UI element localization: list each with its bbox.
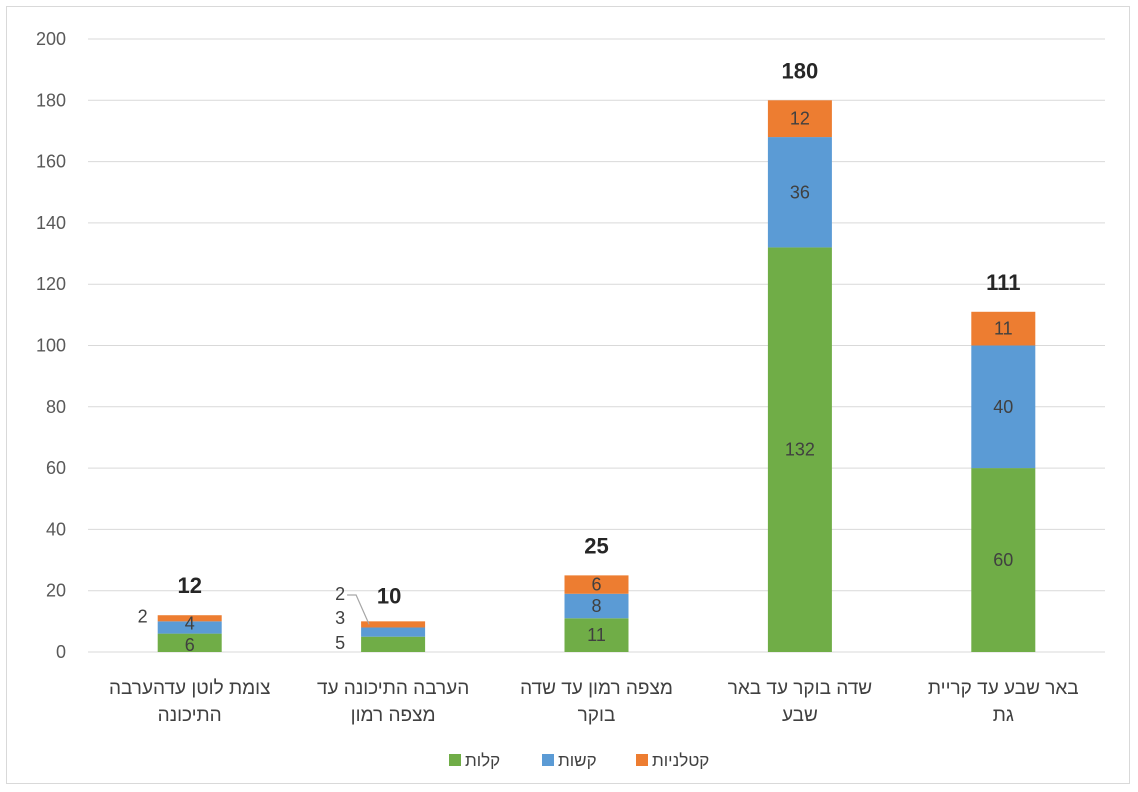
total-label: 12 [177, 573, 201, 598]
data-label: 11 [994, 319, 1013, 339]
x-category-label: שבע [782, 705, 818, 726]
y-tick-label: 60 [46, 458, 66, 478]
bar-segment [157, 615, 222, 622]
total-label: 10 [377, 583, 401, 608]
bar-segment [157, 633, 222, 652]
y-tick-label: 100 [36, 336, 66, 356]
y-tick-label: 200 [36, 29, 66, 49]
data-label: 4 [185, 613, 195, 633]
bar-segment [564, 618, 629, 652]
data-label: 132 [785, 440, 815, 460]
y-tick-label: 20 [46, 581, 66, 601]
legend-swatch [636, 754, 648, 766]
data-label: 40 [993, 397, 1013, 417]
total-label: 180 [782, 58, 819, 83]
y-tick-label: 160 [36, 152, 66, 172]
data-label: 8 [591, 596, 601, 616]
bar-segment [361, 621, 426, 628]
data-label: 2 [335, 584, 345, 604]
bar-segment [361, 636, 426, 652]
y-tick-label: 40 [46, 519, 66, 539]
bar-segment [767, 247, 832, 653]
x-category-label: באר שבע עד קריית [928, 678, 1079, 699]
y-tick-label: 140 [36, 213, 66, 233]
bar-segment [564, 593, 629, 619]
y-tick-label: 120 [36, 274, 66, 294]
x-category-label: הערבה התיכונה עד [317, 678, 469, 699]
total-label: 25 [584, 533, 608, 558]
bar-segment [564, 575, 629, 594]
legend-label: קשות [558, 751, 597, 770]
data-label: 6 [591, 575, 601, 595]
data-label: 6 [185, 635, 195, 655]
data-label: 3 [335, 608, 345, 628]
x-category-label: שדה בוקר עד באר [728, 678, 873, 699]
data-label: 12 [790, 109, 810, 129]
data-label: 36 [790, 182, 810, 202]
bar-segment [971, 311, 1036, 346]
data-label: 5 [335, 633, 345, 653]
y-tick-label: 180 [36, 90, 66, 110]
legend-swatch [542, 754, 554, 766]
y-tick-label: 80 [46, 397, 66, 417]
x-category-label: התיכונה [158, 705, 222, 726]
chart-frame [6, 6, 1130, 784]
x-category-label: בוקר [578, 705, 616, 726]
x-category-label: מצפה רמון [351, 705, 436, 726]
bar-segment [767, 100, 832, 138]
y-tick-label: 0 [56, 642, 66, 662]
bar-segment [157, 621, 222, 634]
data-label: 2 [138, 606, 148, 626]
bar-segment [767, 137, 832, 248]
x-category-label: צומת לוטן עדהערבה [109, 678, 270, 699]
bar-segment [971, 345, 1036, 469]
data-label: 11 [587, 625, 606, 645]
leader-line [347, 594, 370, 625]
bar-segment [971, 468, 1036, 652]
x-category-label: גת [993, 705, 1014, 726]
legend-label: קלות [465, 751, 500, 770]
total-label: 111 [986, 270, 1020, 295]
legend-label: קטלניות [652, 751, 709, 770]
legend-swatch [449, 754, 461, 766]
data-label: 60 [993, 550, 1013, 570]
x-category-label: מצפה רמון עד שדה [520, 678, 673, 699]
bar-segment [361, 627, 426, 637]
